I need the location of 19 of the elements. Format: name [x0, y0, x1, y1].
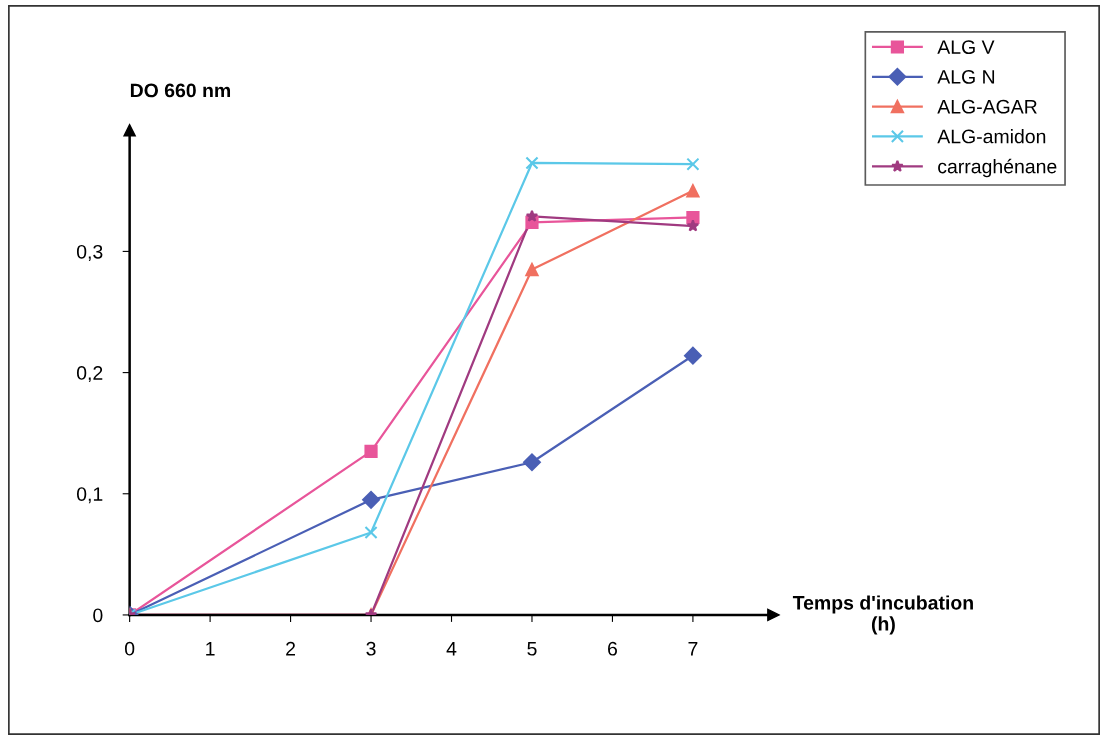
- y-axis-title: DO 660 nm: [130, 83, 231, 98]
- legend-label: ALG V: [937, 40, 995, 54]
- legend-label: ALG N: [937, 70, 995, 84]
- x-tick-label: 4: [446, 642, 457, 656]
- legend-label: ALG-AGAR: [937, 99, 1037, 114]
- x-tick-label: 3: [366, 641, 376, 656]
- x-axis-title: Temps d'incubation (h): [792, 595, 973, 635]
- x-tick-label: 0: [124, 641, 135, 656]
- y-tick-label: 0: [93, 608, 103, 623]
- y-tick-label: 0,2: [76, 366, 103, 383]
- x-tick-label: 1: [206, 642, 215, 656]
- x-tick-label: 5: [527, 642, 537, 656]
- y-tick-label: 0,3: [76, 244, 103, 261]
- y-tick-label: 0,1: [76, 487, 103, 504]
- legend-label: carraghénane: [938, 158, 1057, 178]
- x-tick-label: 7: [688, 642, 698, 656]
- x-tick-label: 2: [286, 641, 295, 656]
- legend-label: ALG-amidon: [937, 129, 1046, 144]
- x-tick-label: 6: [608, 641, 617, 656]
